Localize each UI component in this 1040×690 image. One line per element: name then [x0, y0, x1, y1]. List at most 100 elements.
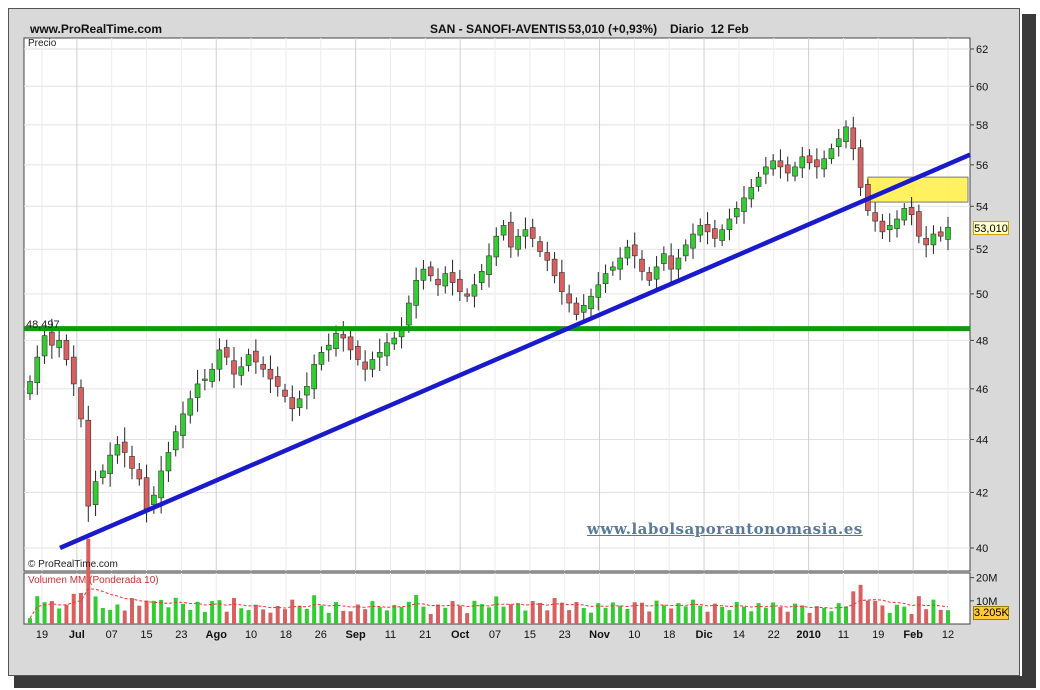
price-panel — [23, 37, 971, 572]
x-tick-label: Jul — [69, 629, 85, 641]
volume-bar — [428, 614, 433, 624]
volume-bar — [253, 604, 258, 624]
candle-body — [56, 340, 62, 348]
x-tick-label: 15 — [524, 629, 536, 641]
candle-body — [238, 366, 245, 376]
volume-bar — [858, 584, 863, 624]
volume-bar — [508, 604, 513, 624]
volume-bar — [538, 602, 542, 624]
volume-bar — [516, 603, 521, 624]
volume-bar — [880, 605, 885, 624]
volume-bar — [865, 600, 870, 624]
volume-bar — [640, 602, 644, 624]
x-tick-label: 19 — [36, 629, 48, 641]
candle-body — [318, 352, 325, 365]
volume-bar — [35, 596, 40, 624]
candle-body — [114, 444, 121, 456]
volume-bar — [49, 601, 54, 624]
volume-bar — [304, 608, 309, 624]
volume-bar — [57, 608, 62, 624]
candle-body — [427, 266, 434, 277]
candle-body — [245, 354, 252, 366]
candle-body — [741, 197, 747, 212]
candle-body — [413, 280, 419, 306]
y-tick-label: 48 — [976, 335, 988, 347]
candle-body — [347, 336, 354, 351]
volume-bar — [712, 603, 717, 624]
resistance-zone-rect — [867, 176, 969, 203]
candle-body — [726, 218, 733, 231]
candle-body — [573, 302, 580, 315]
candle-body — [675, 257, 682, 270]
volume-bar — [144, 600, 149, 624]
candle-body — [602, 273, 609, 285]
candle-body — [901, 208, 908, 221]
volume-bar — [567, 610, 572, 624]
volume-bar — [319, 605, 324, 624]
candle-body — [668, 255, 674, 270]
candle-body — [34, 356, 41, 383]
watermark-link[interactable]: www.labolsaporantonomasia.es — [587, 520, 863, 538]
candle-body — [369, 359, 376, 370]
volume-bar — [202, 611, 207, 624]
x-axis-ticks: 19 Jul 07 15 23 Ago 10 18 26 Sep 11 21 Oct 07 15 23 Nov 1… — [36, 629, 954, 641]
volume-bar — [924, 609, 929, 624]
volume-bar — [457, 605, 462, 624]
candle-body — [100, 470, 106, 478]
candle-body — [158, 470, 164, 499]
volume-bar — [800, 605, 805, 624]
volume-bar — [523, 610, 528, 624]
x-tick-label: 23 — [175, 629, 187, 641]
volume-bar — [793, 603, 797, 624]
volume-bar — [829, 611, 834, 624]
quote-value: 53,010 (+0,93%) — [568, 22, 658, 36]
volume-bar — [283, 609, 287, 624]
candle-body — [231, 360, 237, 375]
candle-body — [872, 212, 878, 222]
candle-body — [325, 344, 332, 351]
volume-bar — [363, 609, 368, 624]
volume-bar — [246, 610, 251, 624]
volume-bar — [603, 607, 608, 624]
volume-bar — [443, 607, 448, 624]
volume-bar — [268, 612, 273, 624]
candle-body — [886, 225, 893, 231]
volume-bar — [181, 603, 185, 624]
volume-bar — [545, 610, 550, 624]
drawn-lines — [24, 152, 971, 551]
volume-bar — [217, 600, 222, 624]
candle-body — [289, 397, 296, 410]
candle-body — [508, 221, 514, 248]
volume-bar — [632, 602, 637, 624]
y-tick-label: 60 — [976, 81, 988, 93]
volume-bar — [742, 606, 746, 624]
volume-bar — [290, 599, 295, 624]
candle-body — [559, 272, 565, 292]
volume-bar — [763, 607, 768, 624]
last-volume-badge: 3.205K — [973, 606, 1009, 620]
candle-body — [610, 266, 616, 271]
volume-bar — [326, 612, 331, 624]
candle-body — [107, 454, 113, 474]
candle-body — [129, 456, 135, 469]
volume-bar — [479, 604, 484, 624]
volume-bar — [851, 591, 856, 624]
volume-bar — [661, 605, 666, 624]
candle-body — [821, 158, 827, 170]
candle-body — [580, 305, 587, 313]
volume-bar — [341, 610, 346, 624]
candle-body — [792, 166, 798, 177]
volume-bar — [946, 610, 950, 624]
candle-body — [843, 126, 849, 143]
volume-bar — [771, 602, 776, 624]
x-tick-label: Sep — [346, 629, 366, 641]
x-tick-label: 11 — [838, 629, 849, 641]
volume-bar — [42, 602, 47, 624]
candle-body — [639, 258, 645, 272]
candle-body — [376, 352, 383, 358]
volume-bar — [239, 608, 244, 624]
volume-panel-label: Volumen MM (Ponderada 10) — [28, 575, 159, 586]
candle-body — [172, 431, 179, 451]
candle-body — [850, 127, 857, 150]
volume-bar — [669, 608, 674, 624]
